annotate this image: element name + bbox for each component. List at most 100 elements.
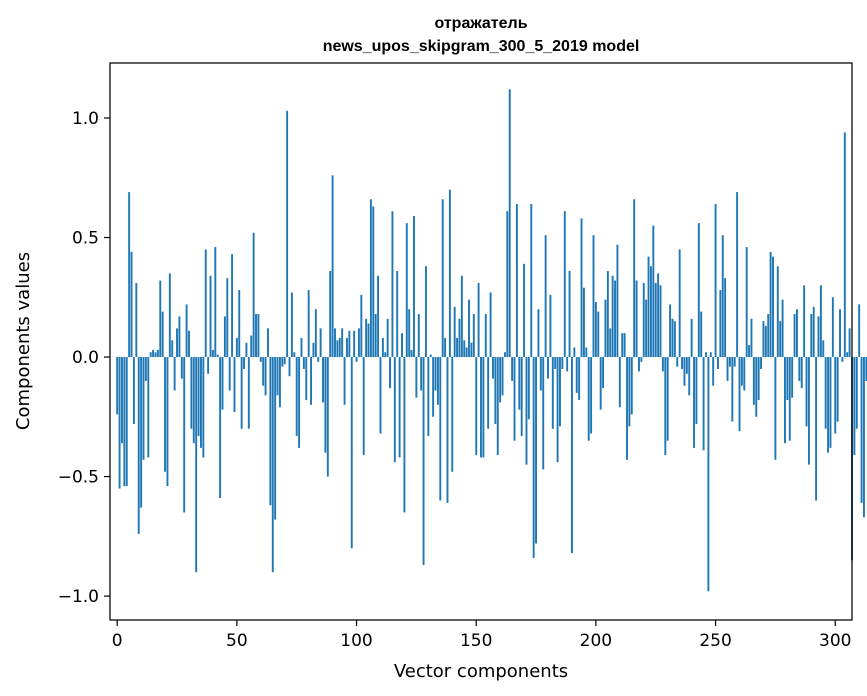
bar-53: [243, 357, 245, 369]
bar-156: [489, 292, 492, 358]
bar-257: [731, 357, 734, 422]
bar-10: [140, 357, 143, 508]
bar-16: [154, 352, 157, 358]
bar-33: [195, 357, 198, 573]
bar-179: [544, 235, 547, 358]
bar-116: [393, 357, 396, 463]
bar-219: [640, 357, 643, 362]
bar-194: [580, 218, 583, 358]
bar-108: [374, 314, 377, 358]
bar-289: [807, 357, 810, 465]
bar-60: [259, 357, 262, 362]
bar-183: [554, 357, 557, 369]
bar-206: [609, 328, 612, 358]
bar-198: [590, 357, 593, 434]
bar-103: [362, 357, 365, 456]
bar-270: [762, 321, 765, 358]
bar-212: [623, 333, 626, 358]
bar-58: [255, 314, 257, 358]
y-axis-label: Components values: [13, 252, 34, 430]
bar-186: [561, 357, 564, 369]
bar-93: [338, 337, 341, 358]
bar-44: [221, 357, 224, 410]
bar-141: [453, 306, 456, 358]
bar-143: [458, 318, 461, 358]
bar-224: [652, 225, 655, 358]
bar-85: [319, 328, 322, 358]
bar-74: [293, 352, 296, 358]
bar-201: [597, 311, 600, 358]
bar-138: [446, 357, 449, 503]
y-tick-label: −0.5: [58, 468, 99, 488]
bar-135: [439, 357, 442, 501]
bar-237: [683, 357, 686, 386]
bar-235: [678, 249, 681, 358]
bar-215: [630, 357, 633, 415]
bar-240: [690, 318, 693, 358]
bar-98: [350, 357, 353, 549]
bar-243: [697, 223, 700, 358]
x-tick-label: 0: [112, 631, 123, 651]
bar-158: [494, 357, 497, 424]
bar-213: [626, 357, 628, 460]
x-axis-label: Vector components: [394, 661, 568, 682]
bar-279: [784, 357, 786, 444]
bar-191: [573, 347, 576, 358]
bar-225: [654, 282, 657, 358]
bar-297: [827, 357, 830, 453]
bar-0: [116, 357, 119, 415]
bar-245: [702, 357, 705, 451]
bar-293: [817, 316, 820, 358]
bar-75: [295, 357, 298, 436]
bar-200: [594, 302, 597, 358]
bar-154: [484, 314, 487, 358]
bar-285: [798, 357, 801, 381]
bar-25: [176, 328, 178, 358]
bar-312: [863, 357, 865, 518]
bar-208: [614, 280, 616, 358]
bar-236: [681, 357, 684, 369]
bar-296: [824, 357, 827, 429]
bar-55: [247, 357, 250, 429]
bar-299: [831, 297, 834, 358]
bar-113: [386, 318, 389, 358]
bar-72: [288, 357, 291, 377]
bar-63: [267, 328, 269, 358]
bar-15: [152, 349, 155, 358]
bar-265: [750, 318, 753, 358]
bar-45: [223, 316, 226, 358]
bar-145: [463, 340, 466, 358]
bar-214: [628, 357, 631, 427]
bar-90: [331, 175, 334, 358]
chart-title-line1: отражатель: [434, 15, 527, 32]
bar-247: [707, 357, 710, 592]
bar-184: [556, 357, 559, 463]
bar-6: [130, 251, 133, 358]
bar-260: [738, 357, 741, 432]
bar-144: [460, 275, 463, 358]
bar-300: [834, 357, 837, 434]
bar-111: [381, 337, 384, 358]
bar-306: [848, 328, 851, 358]
y-tick-label: 0.5: [72, 229, 99, 249]
y-tick-label: 0.0: [72, 348, 99, 368]
bar-165: [511, 357, 514, 381]
bar-3: [123, 357, 126, 487]
bar-149: [472, 314, 475, 358]
bar-88: [326, 357, 329, 477]
bar-86: [322, 357, 324, 403]
bar-130: [427, 357, 430, 436]
bar-175: [535, 357, 537, 544]
bar-255: [726, 357, 729, 381]
bar-105: [367, 323, 370, 358]
bar-251: [717, 357, 719, 369]
bar-278: [781, 299, 784, 358]
bar-288: [805, 357, 808, 427]
bar-73: [290, 292, 293, 358]
bar-246: [705, 352, 707, 358]
bar-185: [559, 357, 561, 427]
bar-193: [578, 357, 581, 401]
bar-78: [302, 357, 305, 369]
bar-226: [657, 273, 660, 358]
bar-262: [743, 357, 746, 391]
